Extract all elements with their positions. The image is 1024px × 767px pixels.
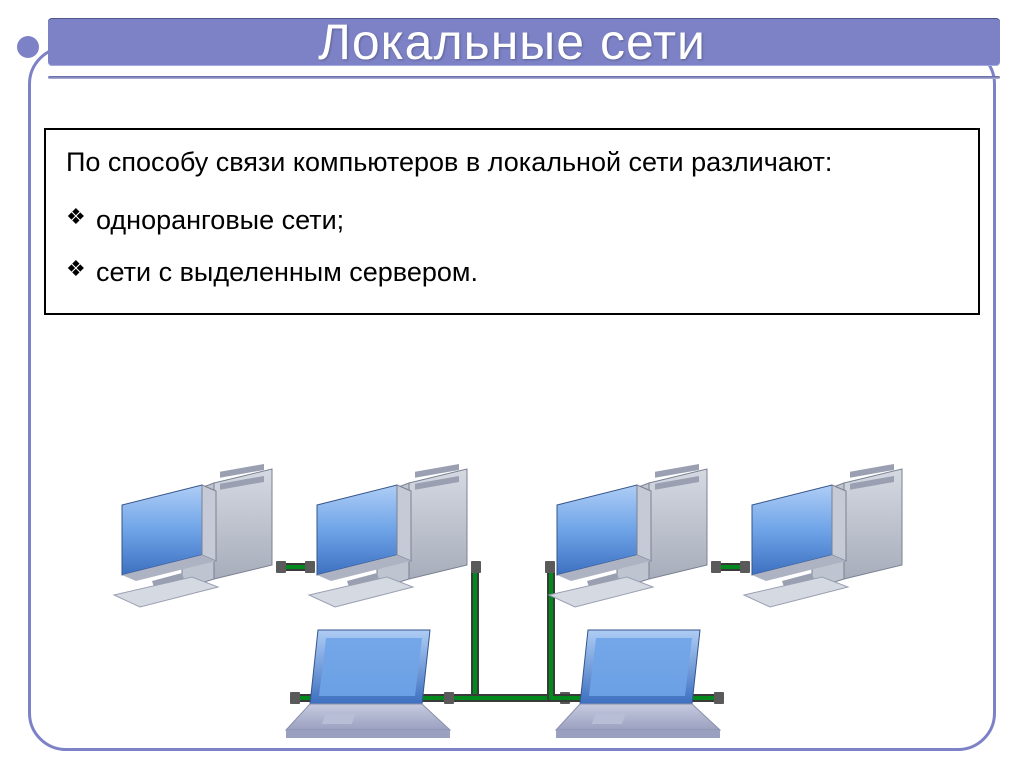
laptop-icon bbox=[286, 630, 450, 738]
body-text-box: По способу связи компьютеров в локальной… bbox=[44, 128, 980, 315]
intro-paragraph: По способу связи компьютеров в локальной… bbox=[66, 146, 958, 180]
bullet-item: сети с выделенным сервером. bbox=[66, 254, 958, 290]
page-title: Локальные сети bbox=[318, 13, 706, 71]
laptop-icon bbox=[556, 630, 720, 738]
slide-header: Локальные сети bbox=[0, 0, 1024, 76]
network-svg bbox=[50, 425, 974, 745]
network-diagram bbox=[50, 425, 974, 745]
title-underline bbox=[48, 76, 1000, 79]
bullet-item: одноранговые сети; bbox=[66, 202, 958, 238]
bullet-list: одноранговые сети; сети с выделенным сер… bbox=[66, 202, 958, 291]
workstation-icon bbox=[309, 464, 467, 607]
workstation-icon bbox=[744, 464, 902, 607]
title-bar: Локальные сети bbox=[0, 8, 1024, 76]
workstation-icon bbox=[114, 464, 272, 607]
workstation-icon bbox=[549, 464, 707, 607]
frame-bullet-dot bbox=[17, 36, 39, 58]
